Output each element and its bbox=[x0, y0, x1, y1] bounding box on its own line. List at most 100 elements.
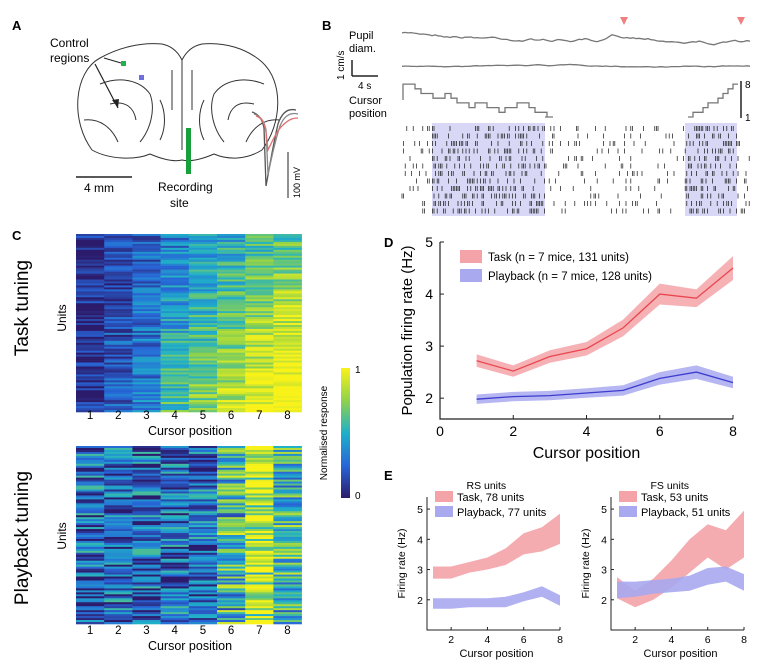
heatmap-cell bbox=[132, 239, 161, 243]
heatmap-cell bbox=[245, 594, 274, 597]
heatmap-cell bbox=[132, 446, 161, 449]
heatmap-cell bbox=[76, 273, 105, 276]
heatmap-cell bbox=[76, 303, 105, 306]
heatmap-cell bbox=[188, 370, 218, 373]
heatmap-cell bbox=[76, 326, 105, 330]
heatmap-cell bbox=[132, 374, 161, 377]
heatmap-cell bbox=[104, 485, 133, 488]
heatmap-cell bbox=[188, 382, 218, 385]
heatmap-cell bbox=[217, 275, 246, 278]
heatmap-cell bbox=[104, 388, 133, 391]
heatmap-cell bbox=[217, 372, 246, 375]
raster-row bbox=[432, 133, 737, 139]
heatmap-cell bbox=[273, 556, 302, 560]
heatmap-cell bbox=[245, 485, 274, 488]
heatmap-cell bbox=[132, 309, 161, 312]
heatmap-cell bbox=[160, 241, 190, 245]
heatmap-cell bbox=[188, 313, 218, 316]
heatmap-cell bbox=[245, 291, 274, 294]
heatmap-cell bbox=[132, 408, 161, 411]
heatmap-cell bbox=[245, 309, 274, 312]
heatmap-cell bbox=[104, 291, 133, 294]
heatmap-cell bbox=[188, 307, 218, 310]
heatmap-cell bbox=[132, 267, 161, 270]
heatmap-cell bbox=[245, 584, 274, 587]
heatmap-cell bbox=[104, 497, 133, 500]
heatmap-cell bbox=[104, 451, 133, 455]
d-series-band bbox=[476, 256, 733, 377]
heatmap-cell bbox=[273, 576, 302, 579]
heatmap-cell bbox=[76, 533, 105, 536]
heatmap-cell bbox=[217, 342, 246, 346]
heatmap-cell bbox=[160, 527, 190, 530]
heatmap-cell bbox=[217, 562, 246, 565]
heatmap-cell bbox=[76, 342, 105, 346]
heatmap-cell bbox=[104, 285, 133, 288]
heatmap-cell bbox=[104, 261, 133, 264]
heatmap-cell bbox=[188, 588, 218, 591]
heatmap-cell bbox=[188, 378, 218, 381]
heatmap-cell bbox=[273, 614, 302, 617]
heatmap-cell bbox=[245, 366, 274, 369]
heatmap-cell bbox=[132, 614, 161, 617]
heatmap-cell bbox=[245, 273, 274, 276]
d-y-tick-label: 5 bbox=[425, 234, 433, 250]
heatmap-cell bbox=[245, 509, 274, 512]
heatmap-cell bbox=[132, 457, 161, 461]
heatmap-cell bbox=[188, 574, 218, 577]
heatmap-cell bbox=[273, 481, 302, 484]
heatmap-cell bbox=[273, 323, 302, 326]
heatmap-cell bbox=[217, 447, 246, 451]
heatmap-cell bbox=[104, 273, 133, 276]
heatmap-cell bbox=[245, 568, 274, 571]
heatmap-cell bbox=[217, 334, 246, 338]
heatmap-cell bbox=[188, 350, 218, 353]
heatmap-cell bbox=[76, 305, 105, 308]
heatmap-cell bbox=[160, 350, 190, 353]
heatmap-cell bbox=[132, 527, 161, 530]
heatmap-cell bbox=[217, 321, 246, 324]
heatmap-cell bbox=[245, 519, 274, 522]
heatmap-cell bbox=[104, 467, 133, 471]
heatmap-cell bbox=[188, 237, 218, 241]
heatmap-cell bbox=[76, 604, 105, 607]
heatmap-cell bbox=[132, 315, 161, 318]
heatmap-cell bbox=[104, 301, 133, 304]
heatmap-cell bbox=[104, 503, 133, 506]
heatmap-cell bbox=[273, 503, 302, 506]
heatmap-cell bbox=[104, 390, 133, 393]
heatmap-cell bbox=[273, 376, 302, 379]
panel-letter-e: E bbox=[384, 468, 393, 483]
heatmap-cell bbox=[160, 606, 190, 609]
heatmap-cell bbox=[245, 576, 274, 579]
heatmap-cell bbox=[160, 378, 190, 381]
heatmap-cell bbox=[104, 540, 133, 544]
control-regions-label-1: Control bbox=[50, 36, 89, 50]
heatmap-cell bbox=[160, 235, 190, 239]
heatmap-cell bbox=[76, 600, 105, 603]
heatmap-cell bbox=[245, 544, 274, 548]
heatmap-cell bbox=[76, 538, 105, 542]
heatmap-cell bbox=[245, 505, 274, 508]
heatmap-cell bbox=[132, 620, 161, 623]
e-x-tick-label: 8 bbox=[557, 634, 563, 646]
panel-letter-d: D bbox=[384, 235, 393, 250]
heatmap-cell bbox=[76, 283, 105, 286]
heatmap-cell bbox=[76, 590, 105, 593]
heatmap-cell bbox=[245, 604, 274, 607]
heatmap-cell bbox=[245, 235, 274, 239]
heatmap-cell bbox=[245, 388, 274, 391]
heatmap-cell bbox=[76, 491, 105, 494]
heatmap-cell bbox=[188, 269, 218, 272]
heatmap-cell bbox=[188, 535, 218, 538]
heatmap-cell bbox=[217, 243, 246, 247]
heatmap-cell bbox=[245, 253, 274, 257]
heatmap-cell bbox=[160, 584, 190, 587]
heatmap-cell bbox=[104, 578, 133, 581]
heatmap-cell bbox=[160, 251, 190, 255]
heatmap-cell bbox=[245, 610, 274, 613]
heatmap-cell bbox=[104, 297, 133, 300]
heatmap-cell bbox=[273, 392, 302, 395]
heatmap-cell bbox=[104, 580, 133, 583]
